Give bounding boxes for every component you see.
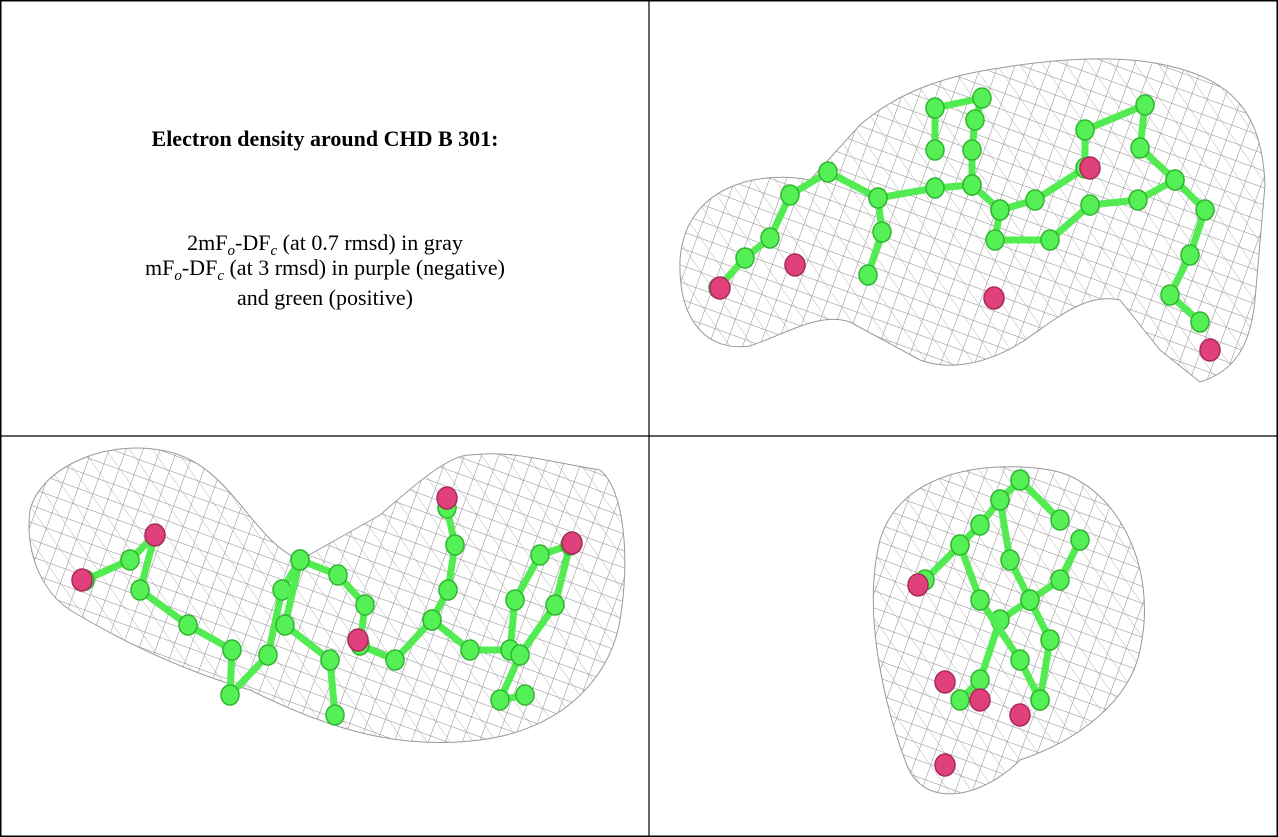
oxygen-atom	[984, 287, 1004, 309]
carbon-atom	[321, 650, 339, 670]
caption-part: 2mF	[187, 230, 227, 255]
carbon-atom	[1011, 470, 1029, 490]
carbon-atom	[131, 580, 149, 600]
oxygen-atom	[1200, 339, 1220, 361]
caption-part: (at 3 rmsd) in purple (negative)	[224, 255, 505, 280]
density-mesh	[29, 448, 625, 742]
carbon-atom	[1166, 170, 1184, 190]
carbon-atom	[506, 590, 524, 610]
carbon-atom	[963, 175, 981, 195]
carbon-atom	[329, 565, 347, 585]
oxygen-atom	[970, 689, 990, 711]
carbon-atom	[873, 222, 891, 242]
carbon-atom	[179, 615, 197, 635]
carbon-atom	[1021, 590, 1039, 610]
oxygen-atom	[437, 487, 457, 509]
carbon-atom	[276, 615, 294, 635]
carbon-atom	[1131, 138, 1149, 158]
carbon-atom	[819, 162, 837, 182]
carbon-atom	[926, 178, 944, 198]
oxygen-atom	[72, 569, 92, 591]
density-mesh	[873, 467, 1144, 794]
oxygen-atom	[1010, 704, 1030, 726]
carbon-atom	[966, 110, 984, 130]
carbon-atom	[926, 98, 944, 118]
carbon-atom	[963, 140, 981, 160]
caption-part: -DF	[235, 230, 270, 255]
carbon-atom	[1196, 200, 1214, 220]
carbon-atom	[439, 580, 457, 600]
oxygen-atom	[935, 671, 955, 693]
carbon-atom	[1129, 190, 1147, 210]
carbon-atom	[221, 685, 239, 705]
carbon-atom	[491, 690, 509, 710]
carbon-atom	[971, 515, 989, 535]
oxygen-atom	[710, 277, 730, 299]
carbon-atom	[531, 545, 549, 565]
carbon-atom	[986, 230, 1004, 250]
carbon-atom	[973, 88, 991, 108]
carbon-atom	[1161, 285, 1179, 305]
carbon-atom	[971, 670, 989, 690]
oxygen-atom	[348, 629, 368, 651]
oxygen-atom	[145, 524, 165, 546]
carbon-atom	[951, 690, 969, 710]
carbon-atom	[1181, 245, 1199, 265]
carbon-atom	[1071, 530, 1089, 550]
carbon-atom	[516, 685, 534, 705]
carbon-atom	[1001, 550, 1019, 570]
caption-part: (at 0.7 rmsd) in gray	[277, 230, 463, 255]
carbon-atom	[1051, 510, 1069, 530]
carbon-atom	[291, 550, 309, 570]
carbon-atom	[736, 248, 754, 268]
carbon-atom	[1051, 570, 1069, 590]
carbon-atom	[461, 640, 479, 660]
carbon-atom	[326, 705, 344, 725]
carbon-atom	[511, 645, 529, 665]
carbon-atom	[1081, 195, 1099, 215]
density-mesh	[680, 59, 1265, 382]
carbon-atom	[1191, 312, 1209, 332]
carbon-atom	[1026, 190, 1044, 210]
carbon-atom	[223, 640, 241, 660]
carbon-atom	[991, 200, 1009, 220]
carbon-atom	[121, 550, 139, 570]
oxygen-atom	[935, 754, 955, 776]
page: {"title": "Electron density around CHD B…	[0, 0, 1278, 837]
carbon-atom	[1076, 120, 1094, 140]
oxygen-atom	[908, 574, 928, 596]
figure-table: Electron density around CHD B 301: 2mFo-…	[0, 0, 1278, 837]
carbon-atom	[386, 650, 404, 670]
molecule-view	[29, 448, 625, 742]
carbon-atom	[259, 645, 277, 665]
carbon-atom	[1031, 690, 1049, 710]
carbon-atom	[546, 595, 564, 615]
panel-title: Electron density around CHD B 301:	[152, 126, 499, 151]
oxygen-atom	[785, 254, 805, 276]
oxygen-atom	[562, 532, 582, 554]
carbon-atom	[926, 140, 944, 160]
carbon-atom	[1041, 230, 1059, 250]
caption-line: and green (positive)	[237, 285, 413, 310]
carbon-atom	[1011, 650, 1029, 670]
carbon-atom	[356, 595, 374, 615]
caption-part: -DF	[182, 255, 217, 280]
carbon-atom	[971, 590, 989, 610]
oxygen-atom	[1080, 157, 1100, 179]
carbon-atom	[869, 188, 887, 208]
carbon-atom	[991, 490, 1009, 510]
carbon-atom	[859, 265, 877, 285]
carbon-atom	[446, 535, 464, 555]
caption-line: mFo-DFc (at 3 rmsd) in purple (negative)	[145, 255, 505, 284]
molecule-view	[680, 59, 1265, 382]
carbon-atom	[761, 228, 779, 248]
carbon-atom	[423, 610, 441, 630]
carbon-atom	[951, 535, 969, 555]
molecule-view	[873, 467, 1144, 794]
carbon-atom	[781, 185, 799, 205]
carbon-atom	[1136, 95, 1154, 115]
caption-part: mF	[145, 255, 174, 280]
carbon-atom	[1041, 630, 1059, 650]
